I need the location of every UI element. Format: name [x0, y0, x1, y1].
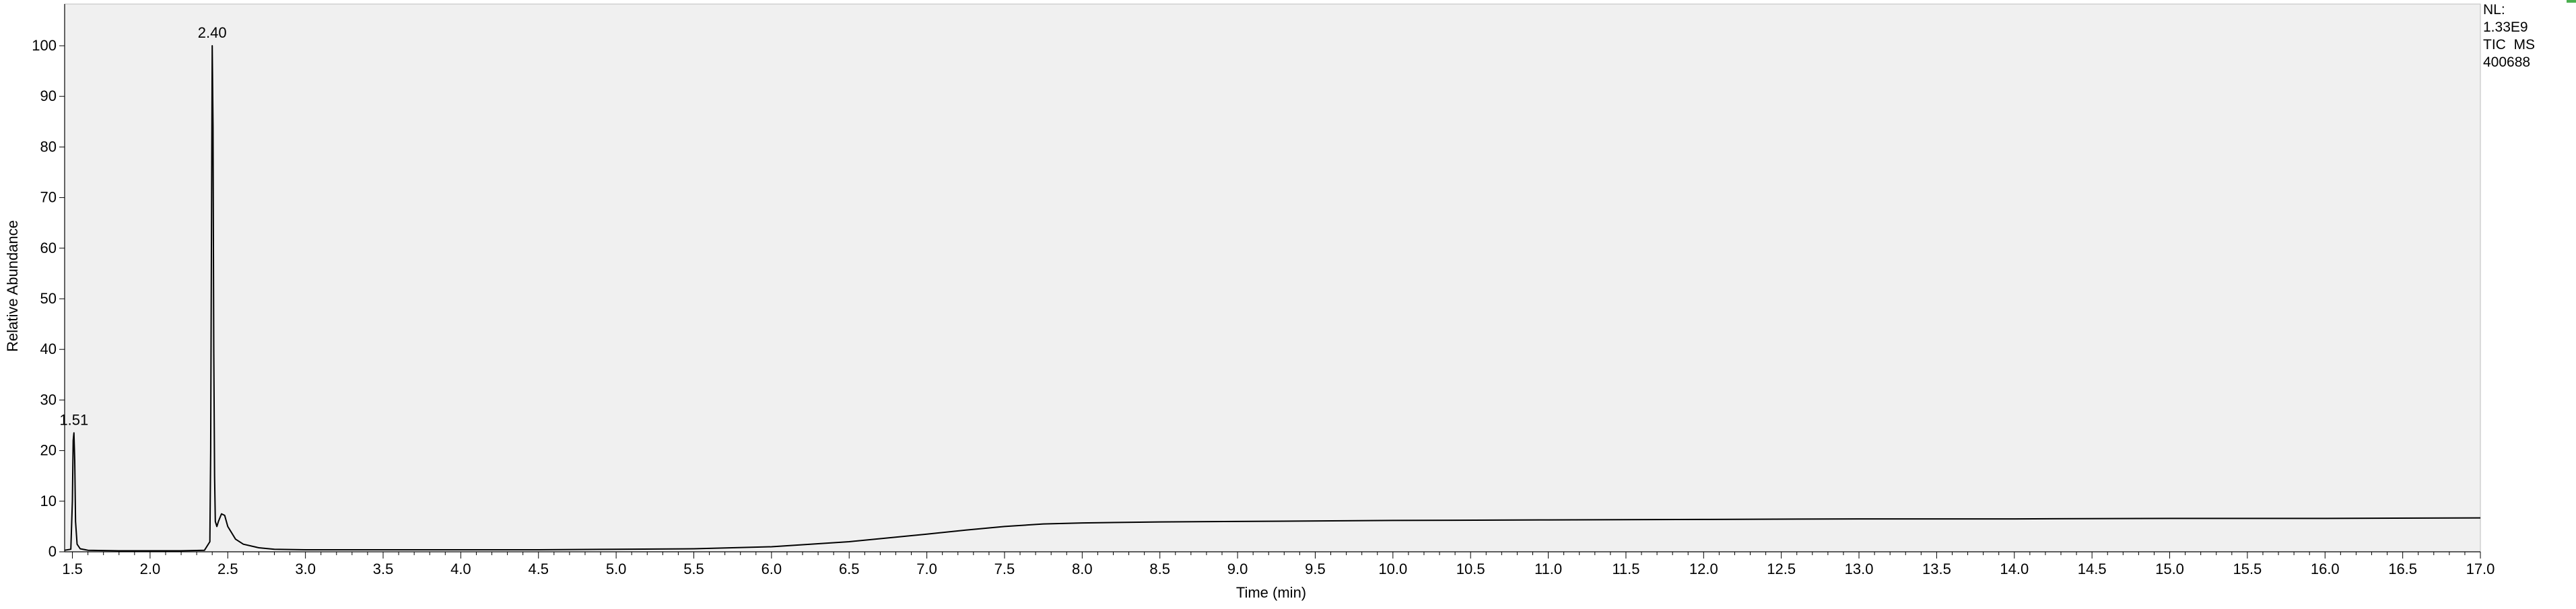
x-tick-label: 8.0	[1072, 561, 1093, 577]
x-tick-label: 2.5	[217, 561, 238, 577]
x-tick-label: 4.5	[528, 561, 549, 577]
y-tick-label: 90	[40, 87, 57, 104]
x-tick-label: 12.0	[1689, 561, 1718, 577]
x-tick-label: 16.0	[2311, 561, 2340, 577]
y-tick-label: 20	[40, 442, 57, 459]
x-tick-label: 11.5	[1612, 561, 1639, 577]
x-tick-label: 5.5	[683, 561, 704, 577]
y-tick-label: 80	[40, 138, 57, 155]
x-tick-label: 14.5	[2078, 561, 2107, 577]
nl-label: NL:	[2483, 2, 2505, 17]
x-tick-label: 17.0	[2466, 561, 2495, 577]
x-tick-label: 7.0	[916, 561, 937, 577]
x-tick-label: 11.0	[1534, 561, 1562, 577]
x-tick-label: 14.0	[2000, 561, 2029, 577]
status-marker	[2567, 0, 2576, 3]
sample-id: 400688	[2483, 55, 2531, 70]
peak-label: 1.51	[59, 411, 88, 428]
series-line	[64, 45, 2481, 552]
y-tick-label: 100	[32, 37, 57, 54]
x-tick-label: 9.5	[1305, 561, 1326, 577]
x-tick-label: 13.0	[1845, 561, 1874, 577]
x-tick-label: 16.5	[2388, 561, 2417, 577]
peak-label: 2.40	[198, 24, 227, 41]
y-tick-label: 0	[48, 543, 57, 560]
y-axis-title: Relative Abundance	[4, 220, 21, 352]
x-tick-label: 6.0	[761, 561, 782, 577]
x-tick-label: 5.0	[606, 561, 627, 577]
y-tick-label: 60	[40, 240, 57, 256]
nl-value: 1.33E9	[2483, 20, 2528, 35]
x-tick-label: 3.5	[373, 561, 394, 577]
x-tick-label: 2.0	[140, 561, 161, 577]
x-tick-label: 12.5	[1767, 561, 1796, 577]
y-tick-label: 30	[40, 391, 57, 408]
x-axis-title: Time (min)	[1236, 584, 1306, 601]
y-tick-label: 70	[40, 189, 57, 206]
x-tick-label: 13.5	[1922, 561, 1951, 577]
x-tick-label: 6.5	[839, 561, 860, 577]
x-tick-label: 15.0	[2155, 561, 2184, 577]
x-tick-label: 15.5	[2233, 561, 2262, 577]
y-tick-label: 10	[40, 493, 57, 509]
x-tick-label: 4.0	[450, 561, 471, 577]
x-tick-label: 10.0	[1378, 561, 1407, 577]
trace-type: TIC MS	[2483, 37, 2535, 52]
y-tick-label: 40	[40, 341, 57, 357]
x-tick-label: 1.5	[62, 561, 83, 577]
y-tick-label: 50	[40, 290, 57, 307]
x-tick-label: 7.5	[994, 561, 1015, 577]
x-tick-label: 3.0	[295, 561, 316, 577]
x-tick-label: 8.5	[1149, 561, 1170, 577]
x-tick-label: 10.5	[1456, 561, 1485, 577]
x-tick-label: 9.0	[1227, 561, 1248, 577]
plot-area	[64, 3, 2481, 552]
